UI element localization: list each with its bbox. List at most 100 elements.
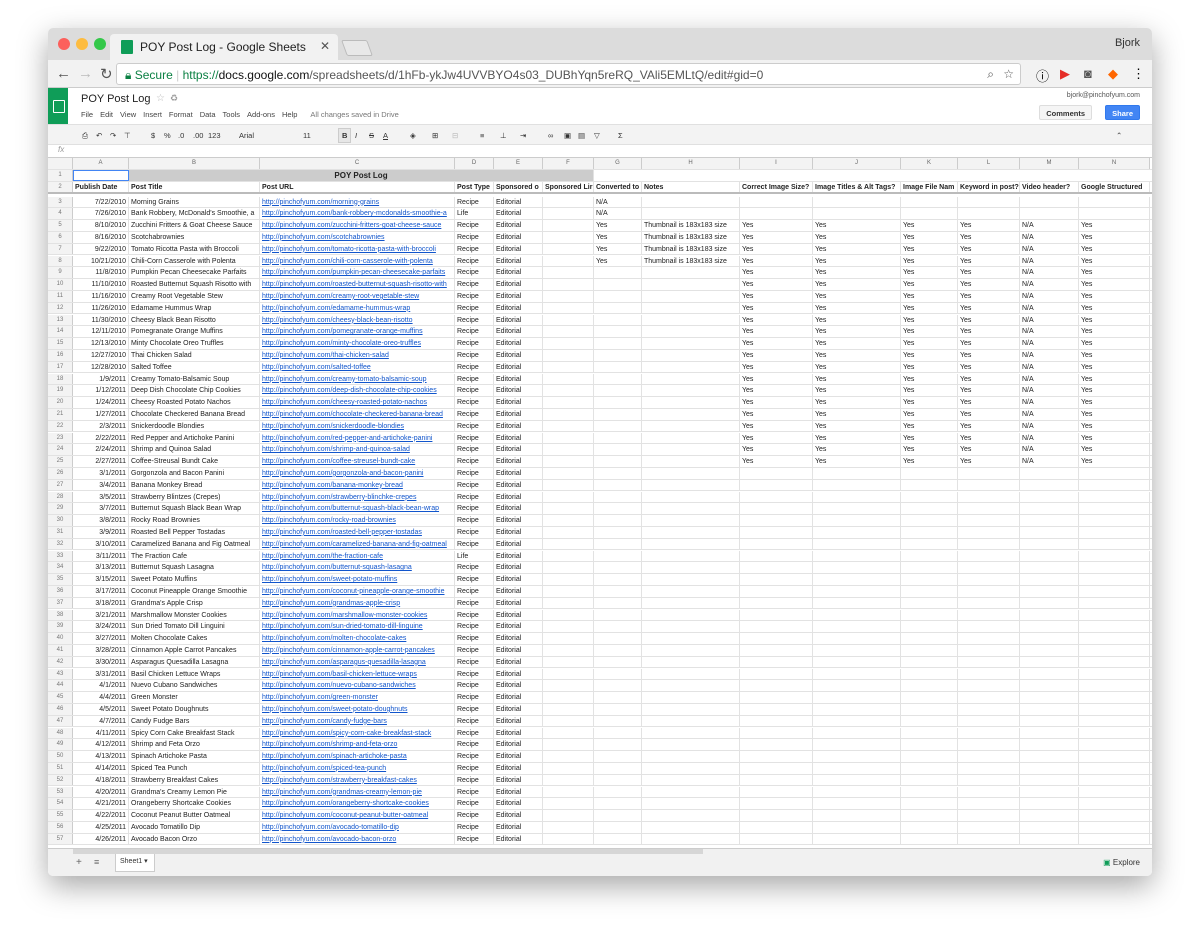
url-cell[interactable]: http://pinchofyum.com/strawberry-breakfa… [260, 774, 455, 786]
bold-button[interactable]: B [338, 128, 352, 143]
cell[interactable]: Yes [1079, 243, 1150, 255]
cell[interactable] [594, 479, 642, 491]
cell[interactable]: Recipe [455, 231, 494, 243]
cell[interactable] [543, 491, 594, 503]
cell[interactable]: Yes [813, 385, 901, 397]
cell[interactable]: Yes [1079, 338, 1150, 349]
url-cell[interactable]: http://pinchofyum.com/nuevo-cubano-sandw… [260, 680, 455, 692]
cell[interactable]: 4/26/2011 [73, 833, 129, 845]
cell[interactable] [740, 585, 813, 597]
sheet-tab[interactable]: Sheet1 ▾ [115, 854, 155, 872]
cell[interactable] [958, 609, 1020, 621]
cell[interactable]: Recipe [455, 644, 494, 656]
cell[interactable] [901, 727, 958, 739]
column-header-E[interactable]: E [494, 158, 543, 169]
cell[interactable] [543, 196, 594, 208]
row-number[interactable]: 53 [48, 786, 73, 798]
cell[interactable]: Yes [1079, 302, 1150, 314]
cell[interactable]: Recipe [455, 597, 494, 609]
cell[interactable]: 2/3/2011 [73, 420, 129, 432]
cell[interactable]: Edamame Hummus Wrap [129, 302, 260, 314]
column-header-I[interactable]: I [740, 158, 813, 169]
header-cell[interactable]: Video header? [1020, 182, 1079, 192]
cell[interactable]: Yes [813, 444, 901, 456]
cell[interactable]: Recipe [455, 196, 494, 208]
cell[interactable] [594, 314, 642, 326]
row-number[interactable]: 49 [48, 739, 73, 751]
cell[interactable] [1020, 633, 1079, 644]
cell[interactable] [543, 715, 594, 727]
cell[interactable]: Tomato Ricotta Pasta with Broccoli [129, 243, 260, 255]
cell[interactable]: Recipe [455, 668, 494, 680]
url-cell[interactable]: http://pinchofyum.com/butternut-squash-b… [260, 503, 455, 515]
cell[interactable]: 1/27/2011 [73, 408, 129, 420]
row-number[interactable]: 20 [48, 397, 73, 408]
url-cell[interactable]: http://pinchofyum.com/avocado-bacon-orzo [260, 833, 455, 845]
row-number[interactable]: 9 [48, 267, 73, 279]
cell[interactable]: Shrimp and Feta Orzo [129, 739, 260, 751]
url-cell[interactable]: http://pinchofyum.com/molten-chocolate-c… [260, 633, 455, 644]
cell[interactable] [740, 633, 813, 644]
cell[interactable] [642, 585, 740, 597]
cell[interactable] [543, 243, 594, 255]
cell[interactable] [901, 680, 958, 692]
cell[interactable] [594, 385, 642, 397]
cell[interactable] [543, 397, 594, 408]
cell[interactable] [1020, 680, 1079, 692]
cell[interactable] [543, 739, 594, 751]
cell[interactable] [740, 491, 813, 503]
url-cell[interactable]: http://pinchofyum.com/green-monster [260, 692, 455, 703]
url-cell[interactable]: http://pinchofyum.com/thai-chicken-salad [260, 349, 455, 361]
cell[interactable]: Deep Dish Chocolate Chip Cookies [129, 385, 260, 397]
cell[interactable] [543, 621, 594, 633]
cell[interactable] [1079, 515, 1150, 526]
cell[interactable]: Yes [901, 279, 958, 290]
cell[interactable] [543, 810, 594, 821]
bookmark-star-icon[interactable]: ☆ [1003, 67, 1014, 81]
explore-button[interactable]: ▣ Explore [1103, 858, 1140, 867]
cell[interactable]: Coffee-Streusal Bundt Cake [129, 456, 260, 467]
cell[interactable]: Caramelized Banana and Fig Oatmeal [129, 538, 260, 550]
cell[interactable] [901, 751, 958, 762]
column-header-F[interactable]: F [543, 158, 594, 169]
cell[interactable] [958, 208, 1020, 220]
cell[interactable] [813, 751, 901, 762]
cell[interactable] [543, 680, 594, 692]
cell[interactable] [813, 491, 901, 503]
row-number[interactable]: 30 [48, 515, 73, 526]
url-cell[interactable]: http://pinchofyum.com/minty-chocolate-or… [260, 338, 455, 349]
cell[interactable]: Recipe [455, 621, 494, 633]
column-header-K[interactable]: K [901, 158, 958, 169]
cell[interactable] [740, 621, 813, 633]
cell[interactable] [1079, 739, 1150, 751]
cell[interactable] [901, 208, 958, 220]
cell[interactable]: Yes [1079, 314, 1150, 326]
cell[interactable]: Editorial [494, 515, 543, 526]
row-number[interactable]: 19 [48, 385, 73, 397]
all-sheets-icon[interactable]: ≡ [94, 857, 100, 867]
cell[interactable]: 12/13/2010 [73, 338, 129, 349]
row-number[interactable]: 44 [48, 680, 73, 692]
cell[interactable]: Yes [958, 373, 1020, 385]
cell[interactable]: 3/31/2011 [73, 668, 129, 680]
cell[interactable] [958, 597, 1020, 609]
font-size-dropdown[interactable]: 11 [303, 131, 311, 140]
url-cell[interactable]: http://pinchofyum.com/roasted-bell-peppe… [260, 526, 455, 538]
video-extension-icon[interactable]: ▶ [1060, 66, 1070, 81]
cell[interactable] [543, 774, 594, 786]
row-number[interactable]: 4 [48, 208, 73, 220]
url-cell[interactable]: http://pinchofyum.com/cheesy-black-bean-… [260, 314, 455, 326]
cell[interactable] [642, 420, 740, 432]
cell[interactable] [642, 408, 740, 420]
cell[interactable] [594, 644, 642, 656]
cell[interactable] [642, 633, 740, 644]
cell[interactable] [740, 644, 813, 656]
cell[interactable]: N/A [1020, 267, 1079, 279]
cell[interactable]: Roasted Butternut Squash Risotto with [129, 279, 260, 290]
url-cell[interactable]: http://pinchofyum.com/chocolate-checkere… [260, 408, 455, 420]
cell[interactable]: Candy Fudge Bars [129, 715, 260, 727]
cell[interactable] [958, 538, 1020, 550]
cell[interactable] [958, 739, 1020, 751]
cell[interactable]: Avocado Tomatillo Dip [129, 821, 260, 833]
cell[interactable] [543, 326, 594, 338]
